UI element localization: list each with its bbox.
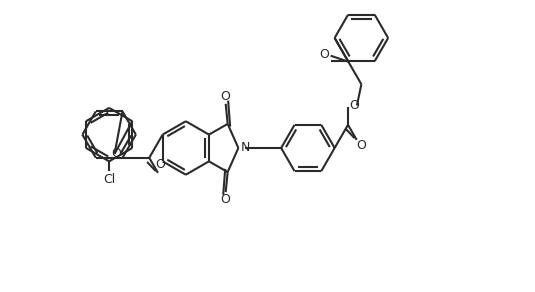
Text: O: O (357, 139, 366, 152)
Text: N: N (241, 142, 250, 154)
Text: Cl: Cl (103, 173, 115, 186)
Text: O: O (221, 91, 231, 103)
Text: O: O (112, 147, 121, 160)
Text: O: O (155, 158, 165, 171)
Text: O: O (349, 99, 359, 112)
Text: O: O (320, 48, 330, 61)
Text: O: O (221, 192, 231, 206)
